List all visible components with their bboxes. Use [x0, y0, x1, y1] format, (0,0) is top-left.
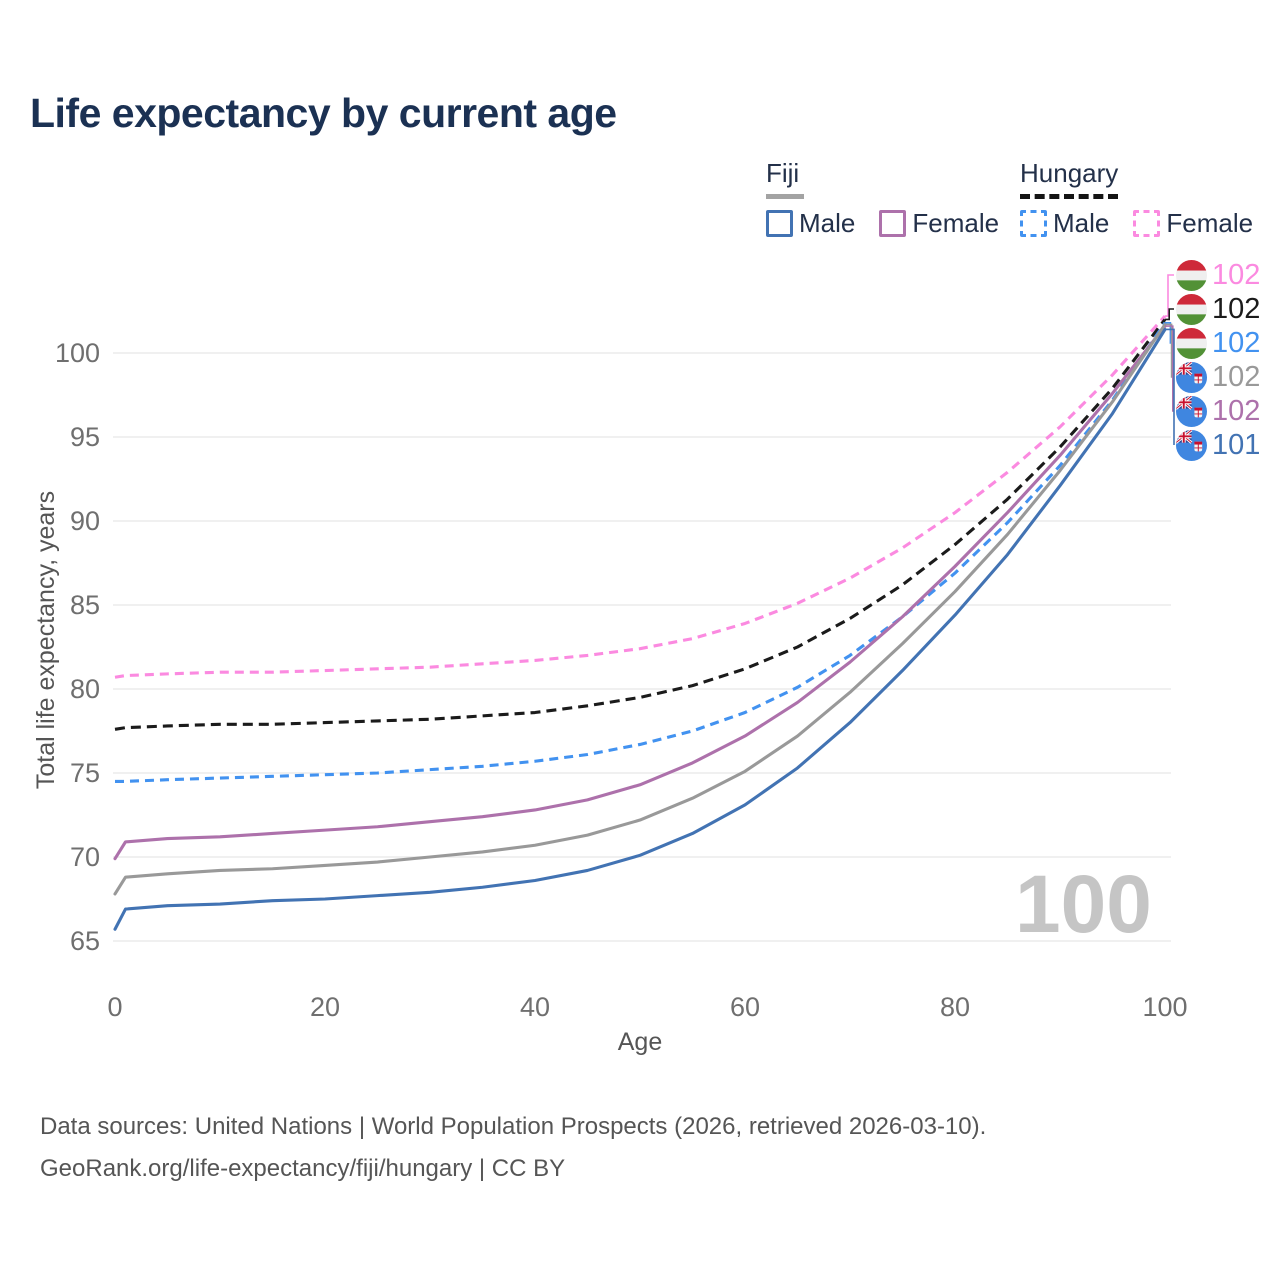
y-tick-label: 100 — [55, 338, 100, 368]
end-value: 102 — [1212, 394, 1261, 427]
end-value: 102 — [1212, 292, 1261, 325]
legend-item-fiji-female[interactable]: Female — [879, 208, 999, 239]
legend-hungary-title: Hungary — [1020, 158, 1119, 188]
fiji-male-swatch-icon — [766, 210, 793, 237]
series-line-fiji_female — [113, 324, 1167, 861]
x-tick-label: 0 — [107, 992, 122, 1022]
series-line-fiji_both — [113, 322, 1167, 896]
end-label-fiji-both: 102 — [1176, 361, 1260, 393]
legend-item-fiji-male[interactable]: Male — [766, 208, 855, 239]
fiji-flag-icon — [1176, 395, 1207, 427]
legend-hungary-linestyle-sample — [1020, 194, 1118, 199]
x-tick-label: 100 — [1142, 992, 1187, 1022]
x-axis-title: Age — [617, 1028, 663, 1056]
series-line-hungary_male — [115, 321, 1167, 783]
series-line-hungary_female — [114, 315, 1167, 679]
legend-label: Male — [1053, 208, 1110, 238]
legend-group-hungary: Hungary Male Female — [1020, 158, 1253, 239]
label-connector — [1165, 328, 1175, 445]
label-connector — [1165, 325, 1174, 412]
series-line-fiji_male — [113, 327, 1167, 931]
legend-fiji-linestyle-sample — [766, 194, 804, 199]
legend-label: Female — [1166, 208, 1254, 238]
x-tick-label: 60 — [730, 992, 760, 1022]
series-line-hungary_both — [114, 318, 1167, 731]
hungary-flag-icon — [1176, 259, 1207, 291]
end-label-fiji-male: 101 — [1176, 429, 1260, 461]
label-connector — [1165, 274, 1174, 317]
fiji-flag-icon — [1176, 429, 1207, 461]
legend-label: Male — [799, 208, 856, 238]
y-tick-label: 80 — [70, 674, 100, 704]
y-tick-label: 85 — [70, 590, 100, 620]
footer-sources: Data sources: United Nations | World Pop… — [40, 1113, 987, 1140]
fiji-female-swatch-icon — [879, 210, 907, 237]
end-label-hungary-male: 102 — [1176, 327, 1260, 359]
y-tick-label: 95 — [70, 422, 100, 452]
hungary-flag-icon — [1176, 327, 1207, 359]
end-label-fiji-female: 102 — [1176, 395, 1260, 427]
legend-group-fiji: Fiji Male Female — [766, 158, 999, 239]
x-tick-label: 40 — [520, 992, 550, 1022]
end-label-hungary-both: 102 — [1176, 293, 1260, 325]
age-counter-watermark: 100 — [1015, 859, 1152, 950]
page-title: Life expectancy by current age — [30, 90, 617, 136]
y-tick-label: 75 — [70, 758, 100, 788]
y-tick-label: 90 — [70, 506, 100, 536]
hungary-female-swatch-icon — [1133, 210, 1161, 237]
footer-link: GeoRank.org/life-expectancy/fiji/hungary… — [40, 1155, 566, 1182]
x-tick-label: 80 — [940, 992, 970, 1022]
hungary-flag-icon — [1176, 293, 1207, 325]
end-value: 101 — [1212, 428, 1261, 461]
y-tick-label: 65 — [70, 926, 100, 956]
end-value: 102 — [1212, 326, 1261, 359]
end-value: 102 — [1212, 360, 1261, 393]
label-connector — [1165, 308, 1174, 321]
hungary-male-swatch-icon — [1020, 210, 1047, 237]
footer: Data sources: United Nations | World Pop… — [40, 1106, 986, 1190]
end-value: 102 — [1212, 258, 1261, 291]
legend-fiji-title: Fiji — [766, 158, 800, 188]
x-tick-label: 20 — [310, 992, 340, 1022]
legend-item-hungary-female[interactable]: Female — [1133, 208, 1253, 239]
y-tick-label: 70 — [70, 842, 100, 872]
fiji-flag-icon — [1176, 361, 1207, 393]
legend-label: Female — [912, 208, 1000, 238]
legend-item-hungary-male[interactable]: Male — [1020, 208, 1109, 239]
end-label-hungary-female: 102 — [1176, 259, 1260, 291]
